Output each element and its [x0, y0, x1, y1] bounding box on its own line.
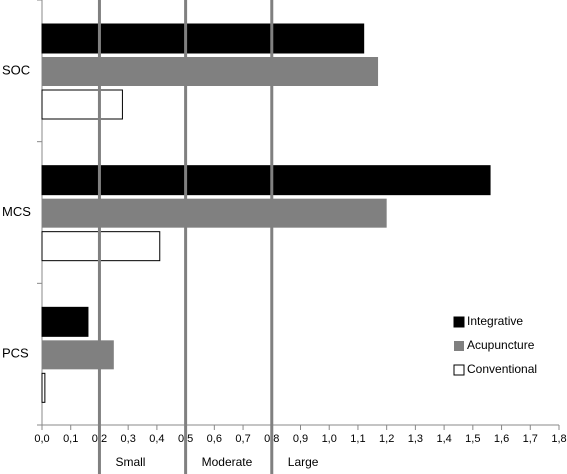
x-tick-label: 1,6	[494, 433, 509, 445]
legend-label: Integrative	[467, 314, 523, 328]
category-label: MCS	[2, 204, 31, 219]
x-tick-label: 0,0	[34, 433, 49, 445]
x-tick-label: 0,9	[293, 433, 308, 445]
legend-swatch	[453, 316, 465, 328]
x-tick-label: 1,4	[436, 433, 451, 445]
bar	[41, 23, 365, 54]
bar	[41, 372, 46, 403]
x-tick-label: 0,6	[207, 433, 222, 445]
x-tick-label: 0,1	[63, 433, 78, 445]
bar	[41, 165, 491, 196]
x-tick-label: 1,0	[322, 433, 337, 445]
x-tick-label: 1,3	[408, 433, 423, 445]
x-tick-label: 1,5	[465, 433, 480, 445]
legend-swatch	[453, 364, 465, 376]
x-tick-label: 1,8	[551, 433, 566, 445]
legend-swatch	[454, 341, 464, 351]
legend-label: Conventional	[467, 362, 537, 376]
reference-label: Moderate	[202, 455, 253, 469]
x-tick-label: 0,7	[235, 433, 250, 445]
bar	[41, 89, 123, 120]
reference-label: Small	[115, 455, 145, 469]
bar	[42, 57, 379, 86]
x-tick-label: 0,3	[121, 433, 136, 445]
x-tick-label: 1,2	[379, 433, 394, 445]
bar	[42, 198, 387, 228]
x-tick-label: 0,4	[149, 433, 164, 445]
category-label: SOC	[2, 62, 30, 77]
reference-label: Large	[288, 455, 319, 469]
x-tick-label: 1,1	[350, 433, 365, 445]
category-label: PCS	[2, 346, 29, 361]
bar	[41, 306, 89, 337]
x-tick-label: 1,7	[523, 433, 538, 445]
legend-label: Acupuncture	[467, 338, 535, 352]
bar	[42, 340, 114, 370]
